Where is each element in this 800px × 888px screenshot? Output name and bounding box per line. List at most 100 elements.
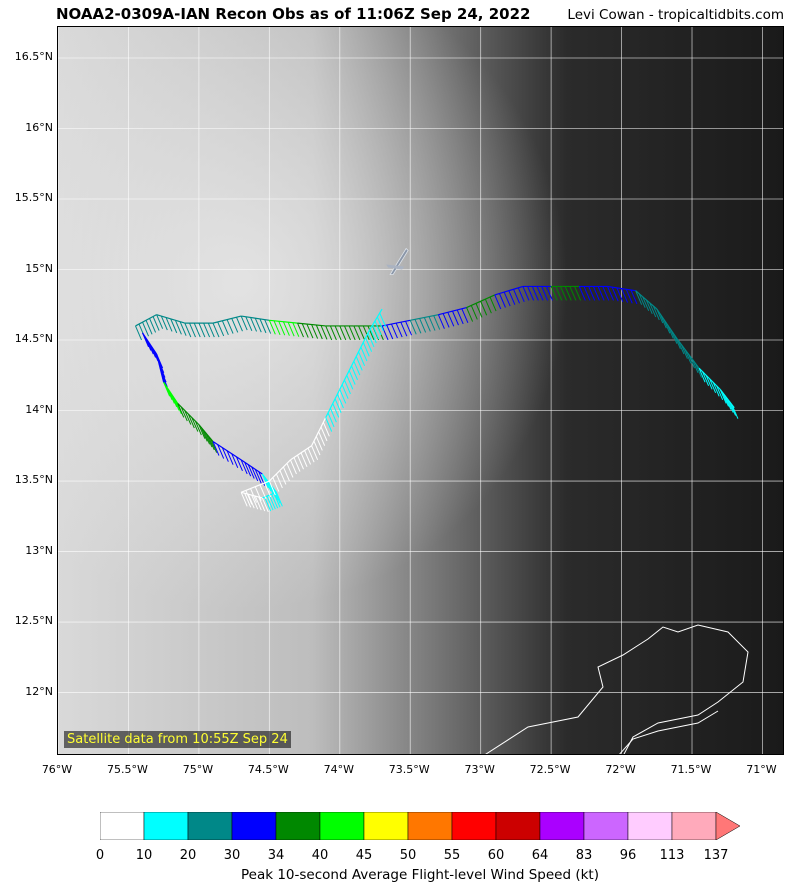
wind-barb bbox=[187, 413, 195, 429]
wind-barb bbox=[268, 320, 276, 335]
wind-barb bbox=[456, 309, 464, 325]
wind-barb bbox=[716, 385, 724, 401]
wind-barb bbox=[545, 286, 553, 301]
wind-barb bbox=[271, 494, 279, 509]
colorbar-tick-label: 113 bbox=[659, 848, 685, 863]
wind-barb bbox=[177, 403, 185, 418]
wind-barb bbox=[355, 356, 363, 371]
wind-barb bbox=[369, 328, 377, 344]
wind-barb bbox=[207, 322, 215, 338]
track-segment bbox=[635, 290, 658, 310]
colorbar-tick-label: 64 bbox=[531, 848, 549, 863]
track-segment bbox=[410, 314, 439, 321]
wind-barb bbox=[266, 479, 274, 495]
satellite-map[interactable]: Satellite data from 10:55Z Sep 24 bbox=[57, 26, 784, 755]
lat-tick-label: 14.5°N bbox=[14, 332, 53, 346]
colorbar-swatch bbox=[627, 812, 673, 840]
wind-barb bbox=[174, 320, 182, 335]
lon-tick-label: 73°W bbox=[464, 763, 495, 776]
track-segment bbox=[466, 294, 496, 309]
wind-barb bbox=[409, 320, 417, 335]
lat-lon-grid bbox=[58, 27, 783, 754]
wind-barb bbox=[527, 286, 535, 301]
wind-barb bbox=[318, 431, 326, 446]
wind-barb bbox=[240, 459, 248, 475]
wind-barb bbox=[588, 286, 596, 301]
colorbar-swatch bbox=[407, 812, 453, 840]
wind-barb bbox=[325, 417, 333, 432]
lon-tick-label: 74.5°W bbox=[247, 763, 289, 776]
track-segment bbox=[261, 473, 277, 493]
track-segment bbox=[311, 417, 327, 447]
wind-barb bbox=[351, 365, 358, 381]
wind-barb bbox=[251, 494, 259, 510]
track-segment bbox=[677, 339, 700, 369]
wind-barb bbox=[135, 325, 142, 341]
wind-barb bbox=[282, 466, 290, 482]
track-segment bbox=[325, 389, 341, 418]
colorbar-swatch bbox=[231, 812, 277, 840]
wind-barb bbox=[259, 318, 267, 334]
colorbar-tick-label: 137 bbox=[703, 848, 729, 863]
wind-barb bbox=[212, 441, 220, 456]
track-segment bbox=[198, 424, 214, 442]
wind-barb bbox=[307, 447, 315, 463]
wind-barb bbox=[245, 490, 253, 505]
lon-tick-label: 73.5°W bbox=[388, 763, 430, 776]
wind-barb bbox=[236, 317, 243, 332]
colorbar-tick-label: 30 bbox=[223, 848, 241, 863]
wind-barb bbox=[240, 315, 248, 331]
wind-barb bbox=[428, 316, 436, 331]
wind-barb bbox=[329, 325, 337, 341]
wind-barb bbox=[160, 315, 168, 331]
wind-barb bbox=[254, 317, 262, 333]
wind-barb bbox=[198, 424, 206, 439]
wind-barb bbox=[254, 495, 262, 511]
wind-barb bbox=[367, 325, 375, 341]
wind-barb bbox=[341, 384, 349, 399]
wind-barb bbox=[536, 286, 544, 301]
colorbar-swatch bbox=[187, 812, 233, 840]
wind-barb bbox=[372, 324, 380, 340]
wind-speed-colorbar bbox=[100, 812, 740, 840]
wind-barb bbox=[724, 395, 732, 410]
wind-barb bbox=[293, 457, 301, 472]
colorbar-extend-arrow bbox=[715, 812, 740, 840]
wind-barb bbox=[226, 450, 234, 465]
wind-barb bbox=[149, 318, 157, 333]
wind-barb bbox=[344, 325, 351, 341]
track-segment bbox=[163, 382, 179, 404]
wind-barb bbox=[531, 286, 539, 301]
lon-tick-label: 76°W bbox=[41, 763, 73, 776]
wind-barb bbox=[264, 319, 272, 334]
colorbar-swatch bbox=[363, 812, 409, 840]
wind-barb bbox=[517, 287, 525, 303]
colorbar-swatch bbox=[495, 812, 541, 840]
wind-barb bbox=[365, 337, 373, 352]
coastline-haiti bbox=[485, 624, 749, 754]
satellite-timestamp: Satellite data from 10:55Z Sep 24 bbox=[64, 731, 291, 748]
wind-barb bbox=[258, 496, 266, 512]
wind-barb bbox=[247, 494, 255, 509]
wind-barb bbox=[522, 286, 530, 301]
wind-barb bbox=[191, 417, 199, 432]
wind-barb bbox=[311, 324, 319, 339]
track-segment bbox=[240, 480, 270, 493]
lat-tick-label: 13°N bbox=[25, 543, 53, 557]
wind-barb bbox=[205, 432, 213, 448]
wind-barb bbox=[145, 320, 153, 335]
lat-tick-label: 12°N bbox=[25, 684, 53, 698]
wind-barb bbox=[189, 322, 196, 338]
wind-barb bbox=[264, 482, 272, 498]
track-segment bbox=[290, 445, 312, 461]
flight-track bbox=[135, 285, 739, 513]
wind-barb bbox=[334, 398, 342, 413]
wind-barb bbox=[386, 324, 394, 340]
wind-barb bbox=[254, 469, 262, 484]
lat-tick-label: 12.5°N bbox=[14, 614, 53, 628]
wind-barb bbox=[379, 312, 387, 328]
wind-barb bbox=[437, 314, 445, 329]
wind-barb bbox=[279, 470, 287, 485]
wind-barb bbox=[212, 322, 220, 338]
wind-barb bbox=[642, 296, 650, 311]
